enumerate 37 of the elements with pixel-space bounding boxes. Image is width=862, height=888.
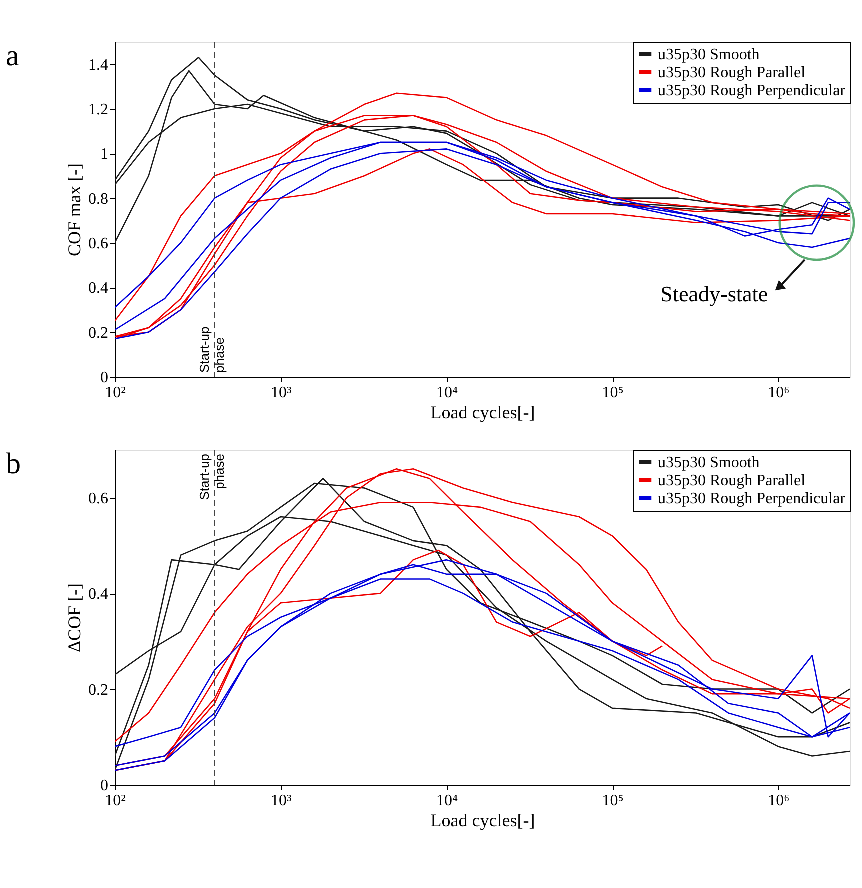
y-tick-label: 0	[100, 778, 108, 794]
x-tick-label: 10⁶	[768, 792, 790, 810]
x-tick-label: 10⁵	[602, 792, 624, 810]
ref-line-label: Start-up phase	[196, 326, 227, 373]
chart-title: b	[6, 447, 21, 480]
x-tick-label: 10⁵	[602, 384, 624, 402]
x-axis-title: Load cycles[-]	[430, 402, 536, 422]
y-tick-label: 0.8	[88, 190, 108, 208]
x-axis-title: Load cycles[-]	[430, 810, 536, 830]
y-axis-title: COF max [-]	[64, 164, 84, 256]
legend-label: u35p30 Smooth	[658, 454, 760, 472]
y-tick-label: 0.2	[88, 682, 108, 699]
chart-title: a	[6, 39, 20, 72]
x-tick-label: 10²	[105, 792, 126, 810]
y-tick-label: 0.6	[88, 236, 108, 252]
ref-line-label: Start-up phase	[196, 454, 227, 500]
x-tick-label: 10⁴	[436, 384, 458, 402]
x-tick-label: 10⁴	[436, 792, 458, 810]
y-tick-label: 0.2	[88, 324, 108, 342]
y-tick-label: 0	[100, 370, 108, 386]
x-tick-label: 10³	[270, 792, 292, 810]
legend-label: u35p30 Rough Parallel	[658, 64, 806, 82]
legend-label: u35p30 Rough Parallel	[658, 472, 806, 490]
annotation: Steady-state	[660, 282, 768, 307]
y-tick-label: 0.4	[88, 280, 108, 298]
x-tick-label: 10³	[270, 384, 292, 402]
legend-label: u35p30 Smooth	[658, 46, 760, 64]
x-tick-label: 10²	[105, 384, 126, 402]
y-tick-label: 0.4	[88, 586, 108, 604]
legend-label: u35p30 Rough Perpendicular	[658, 490, 846, 508]
y-tick-label: 1.2	[88, 102, 108, 118]
y-tick-label: 1.4	[88, 56, 108, 74]
y-tick-label: 0.6	[88, 490, 108, 508]
y-tick-label: 1	[100, 146, 108, 164]
legend-label: u35p30 Rough Perpendicular	[658, 82, 846, 100]
y-axis-title: ΔCOF [-]	[64, 583, 84, 653]
x-tick-label: 10⁶	[768, 384, 790, 402]
